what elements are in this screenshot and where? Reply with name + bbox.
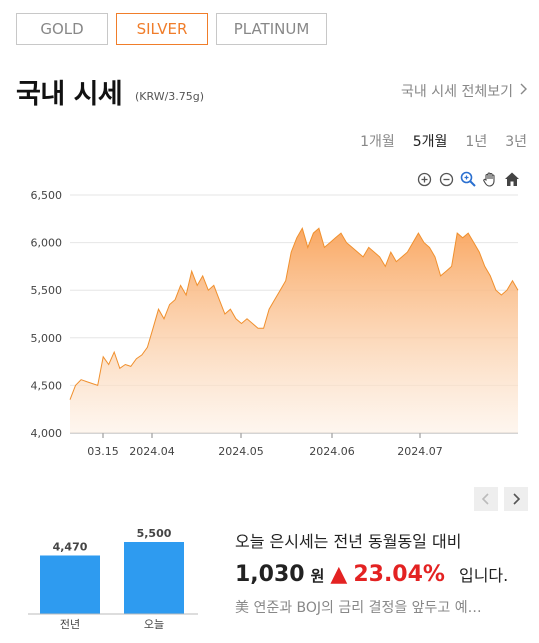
compare-bar <box>40 555 100 614</box>
change-percent: 23.04% <box>353 562 445 587</box>
chart-toolbar <box>415 170 521 188</box>
compare-category-label: 오늘 <box>144 618 164 631</box>
tab-silver[interactable]: SILVER <box>116 13 208 45</box>
x-tick-label: 2024.05 <box>218 445 264 458</box>
y-tick-label: 4,000 <box>31 427 63 440</box>
summary-diff-line: 1,030 원 ▲ 23.04% 입니다. <box>235 562 535 587</box>
page-title: 국내 시세 <box>16 79 123 110</box>
x-tick-label: 03.15 <box>87 445 119 458</box>
next-button[interactable] <box>504 487 528 511</box>
chevron-right-icon <box>519 83 527 99</box>
period-1m[interactable]: 1개월 <box>360 134 395 150</box>
chart-pager <box>474 487 528 511</box>
period-5m[interactable]: 5개월 <box>412 134 448 150</box>
compare-category-label: 전년 <box>60 618 80 631</box>
comparison-bar-chart: 4,470 전년 5,500 오늘 <box>28 527 198 631</box>
period-3y[interactable]: 3년 <box>505 134 527 150</box>
area-series <box>70 228 518 433</box>
line-series <box>69 227 519 400</box>
prev-button[interactable] <box>474 487 498 511</box>
zoom-select-icon[interactable] <box>459 170 477 188</box>
y-tick-label: 6,000 <box>31 237 63 250</box>
compare-value-label: 4,470 <box>53 540 88 553</box>
news-headline-link[interactable]: 美 연준과 BOJ의 금리 결정을 앞두고 예… <box>235 600 482 616</box>
y-tick-label: 5,500 <box>31 284 63 297</box>
price-area-chart: 4,000 4,500 5,000 5,500 6,000 6,500 03.15 2024… <box>31 189 519 458</box>
x-tick-label: 2024.04 <box>129 445 175 458</box>
view-all-label: 국내 시세 전체보기 <box>401 84 513 100</box>
tab-gold[interactable]: GOLD <box>16 13 108 45</box>
metal-tabs: GOLD SILVER PLATINUM <box>16 13 327 45</box>
y-tick-label: 4,500 <box>31 379 63 392</box>
tab-platinum[interactable]: PLATINUM <box>216 13 327 45</box>
zoom-in-icon[interactable] <box>415 170 433 188</box>
compare-bar <box>124 542 184 614</box>
zoom-out-icon[interactable] <box>437 170 455 188</box>
summary-box: 오늘 은시세는 전년 동월동일 대비 1,030 원 ▲ 23.04% 입니다. <box>235 528 535 587</box>
view-all-link[interactable]: 국내 시세 전체보기 <box>401 81 527 101</box>
diff-value: 1,030 <box>235 562 305 587</box>
pan-hand-icon[interactable] <box>481 170 499 188</box>
x-tick-label: 2024.06 <box>309 445 355 458</box>
y-tick-label: 6,500 <box>31 189 63 202</box>
y-tick-label: 5,000 <box>31 332 63 345</box>
summary-line: 오늘 은시세는 전년 동월동일 대비 <box>235 532 462 551</box>
x-tick-label: 2024.07 <box>397 445 443 458</box>
compare-value-label: 5,500 <box>137 527 172 540</box>
up-arrow-icon: ▲ <box>330 562 348 587</box>
period-selector: 1개월 5개월 1년 3년 <box>360 131 527 151</box>
unit-label: (KRW/3.75g) <box>135 90 205 103</box>
diff-unit: 원 <box>310 567 325 585</box>
reset-home-icon[interactable] <box>503 170 521 188</box>
period-1y[interactable]: 1년 <box>465 134 488 150</box>
summary-tail: 입니다. <box>458 566 509 585</box>
